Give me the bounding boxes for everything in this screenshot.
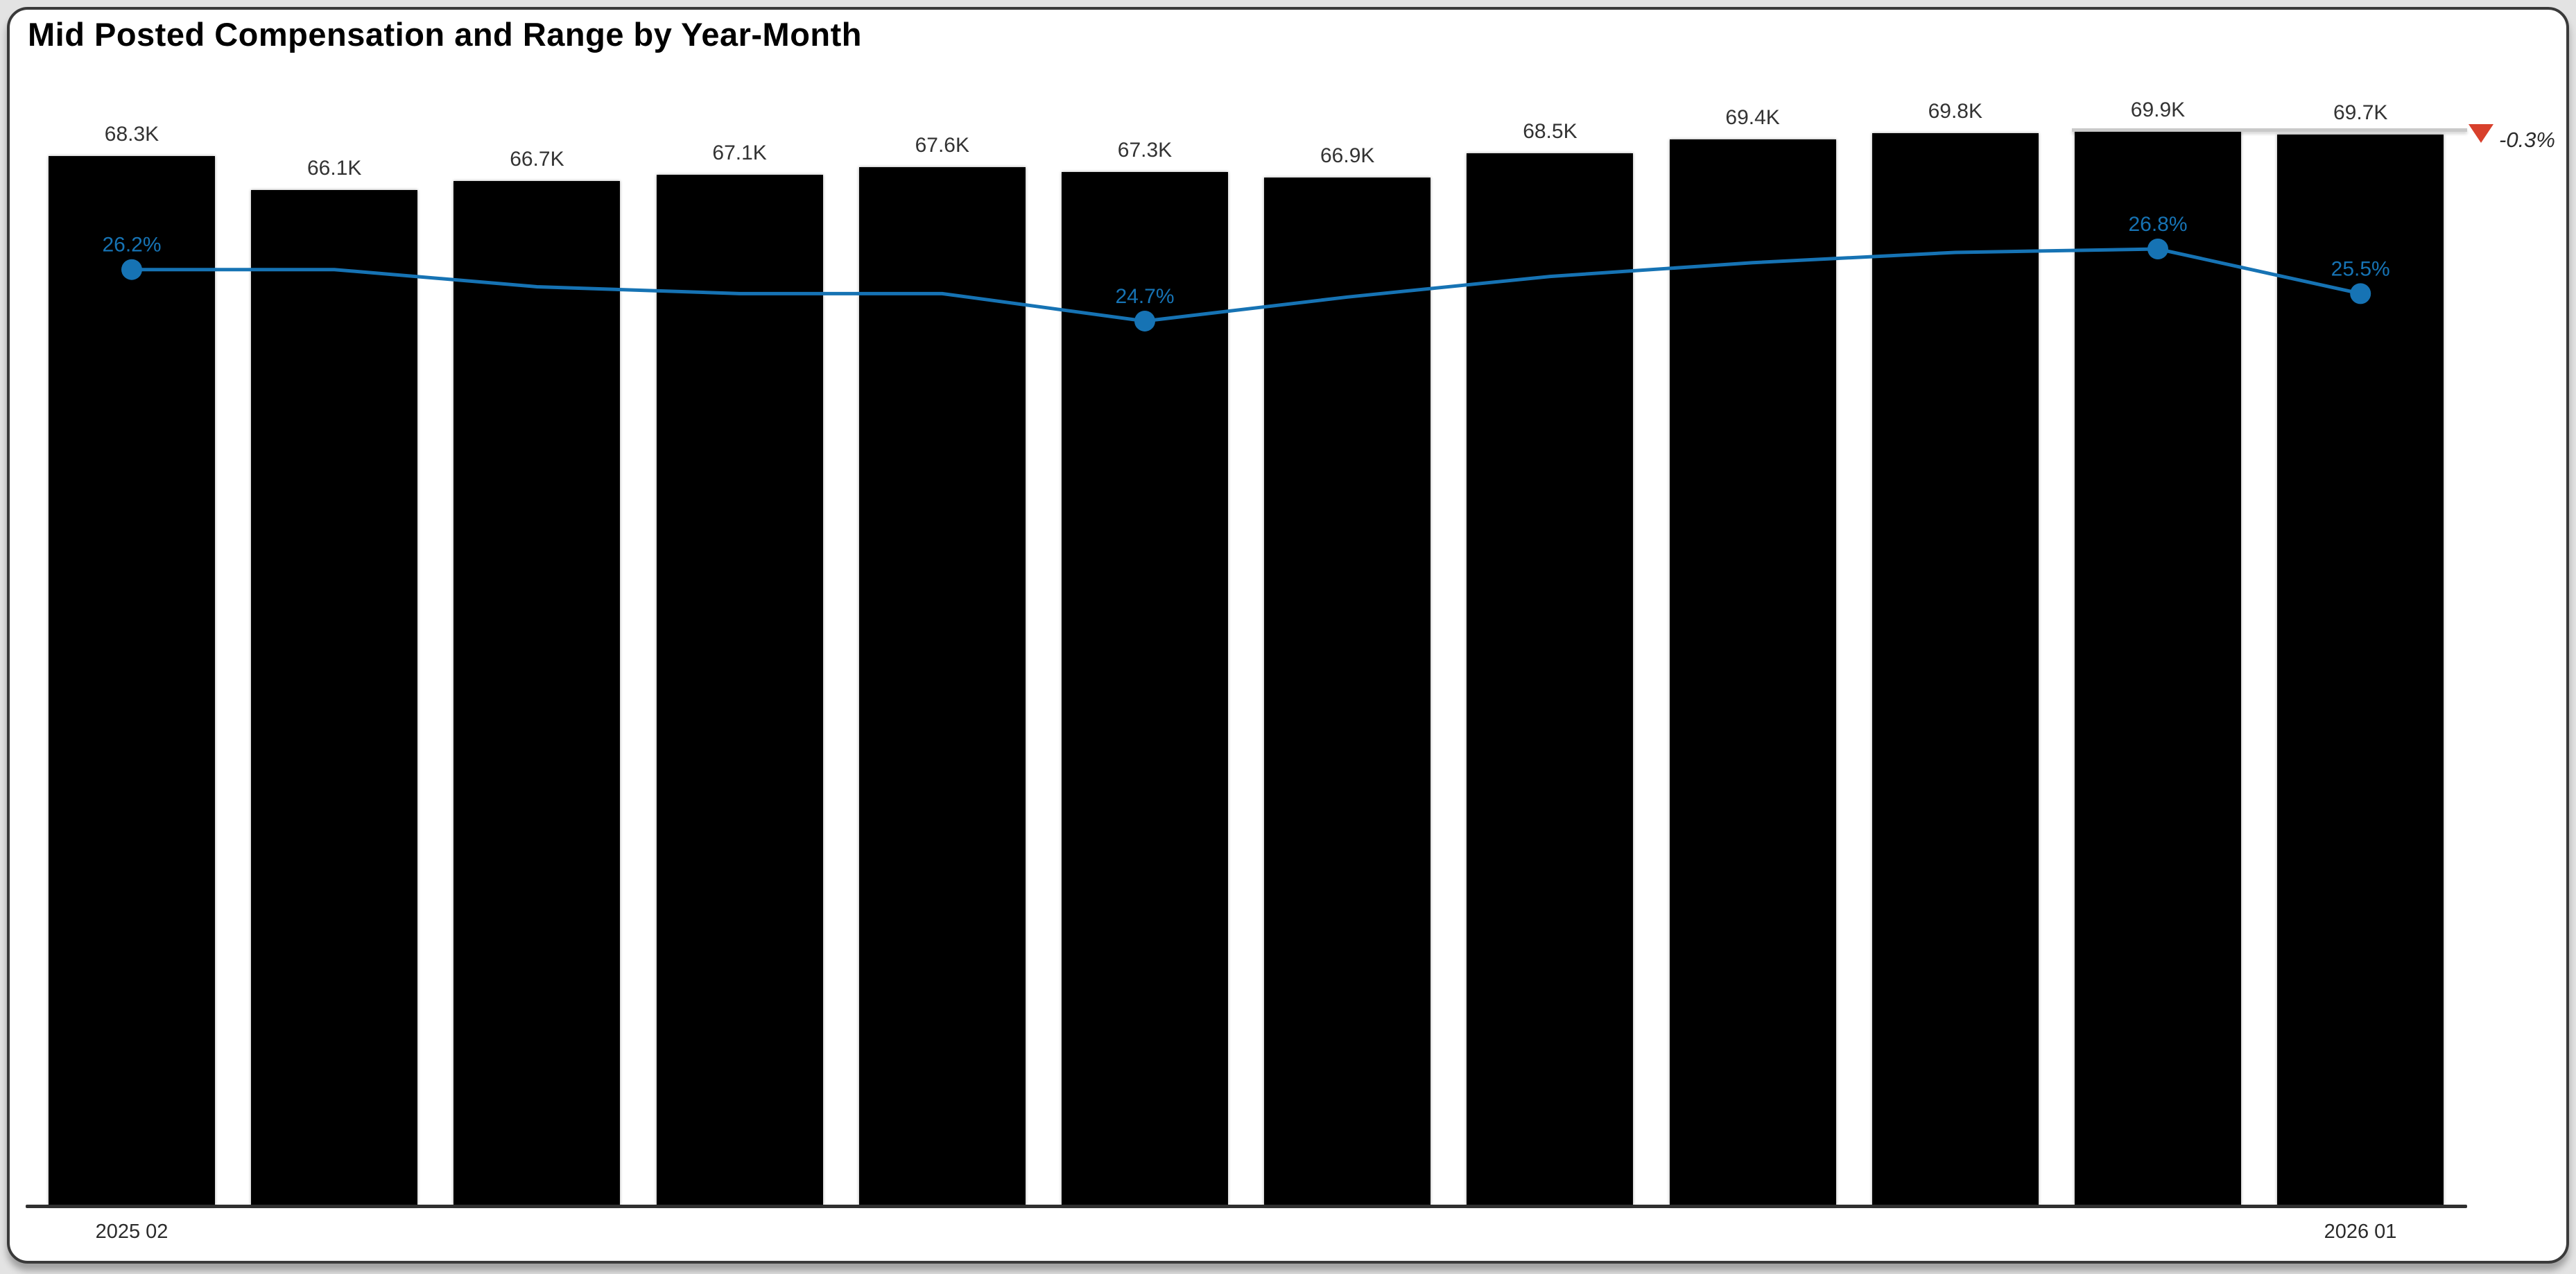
bar-4[interactable] [656,175,823,1207]
bar-data-label: 67.1K [712,141,767,165]
x-axis-tick-last: 2026 01 [2324,1221,2397,1243]
line-marker-6[interactable] [1134,310,1155,332]
change-reference-line [2072,128,2467,132]
percent-data-label: 25.5% [2331,257,2390,280]
bar-10[interactable] [1872,133,2039,1207]
bar-3[interactable] [453,180,621,1207]
bar-data-label: 68.3K [104,123,159,146]
line-marker-12[interactable] [2350,283,2371,304]
bar-data-label: 67.6K [915,133,969,157]
percent-data-label: 26.8% [2128,213,2187,236]
bar-6[interactable] [1062,171,1228,1207]
bar-11[interactable] [2075,131,2241,1207]
x-axis-tick-first: 2025 02 [95,1221,168,1243]
change-percent-label: -0.3% [2499,128,2555,152]
bar-5[interactable] [858,166,1026,1207]
bar-1[interactable] [49,156,215,1207]
percent-data-label: 26.2% [102,234,161,257]
bar-12[interactable] [2277,135,2444,1207]
percent-data-label: 24.7% [1115,285,1174,308]
line-marker-1[interactable] [121,259,142,280]
bar-data-label: 69.9K [2130,98,2186,121]
chart-title: Mid Posted Compensation and Range by Yea… [28,16,862,53]
bar-8[interactable] [1467,153,1634,1207]
bar-data-label: 66.9K [1320,144,1375,168]
bar-data-label: 66.7K [510,147,564,171]
line-marker-11[interactable] [2147,239,2168,259]
bar-data-label: 67.3K [1117,138,1173,162]
bar-data-label: 66.1K [306,157,362,180]
x-axis-line [26,1205,2467,1208]
bar-data-label: 69.8K [1928,100,1982,123]
bar-9[interactable] [1669,139,1836,1207]
decrease-triangle-icon [2469,124,2493,143]
bar-data-label: 69.7K [2333,101,2388,125]
bar-data-label: 68.5K [1523,120,1577,143]
bar-data-label: 69.4K [1725,106,1780,130]
bar-2[interactable] [251,190,418,1207]
percent-line[interactable] [132,247,2361,323]
bar-7[interactable] [1264,178,1431,1207]
